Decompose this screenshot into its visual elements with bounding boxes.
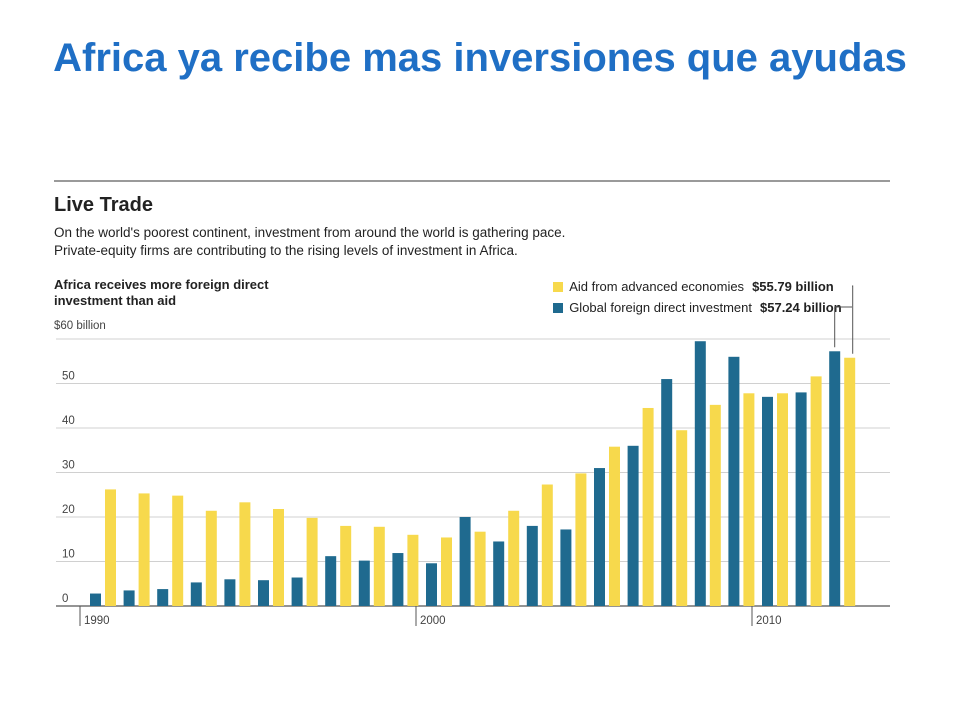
y-tick-label: 30	[62, 460, 75, 472]
bar-aid-1995	[273, 508, 284, 606]
bar-aid-2006	[642, 407, 654, 606]
bar-fdi-2008	[694, 341, 706, 606]
dek-line: On the world's poorest continent, invest…	[54, 225, 566, 240]
subhead-line: Africa receives more foreign direct	[54, 277, 269, 292]
leader-line-aid	[852, 285, 854, 354]
bar-fdi-2002	[493, 541, 505, 606]
bar-fdi-1993	[190, 582, 202, 606]
bar-aid-1998	[373, 526, 385, 606]
bar-aid-2012	[844, 357, 856, 606]
bar-aid-2002	[508, 510, 520, 606]
bar-fdi-1997	[325, 556, 337, 606]
bar-fdi-1995	[258, 580, 269, 606]
legend-item-aid: Aid from advanced economies $55.79 billi…	[553, 276, 852, 297]
bar-aid-2007	[676, 430, 688, 606]
bar-fdi-2009	[728, 356, 740, 606]
x-tick-label: 2010	[756, 615, 782, 627]
chart-subhead: Africa receives more foreign direct inve…	[54, 277, 354, 309]
bar-fdi-2007	[661, 379, 673, 606]
y-tick-label: 40	[62, 415, 75, 427]
bar-aid-1992	[172, 495, 184, 606]
bar-fdi-2010	[762, 396, 773, 606]
bar-aid-1999	[407, 534, 419, 606]
bar-fdi-2001	[459, 517, 471, 606]
bar-fdi-2004	[560, 529, 572, 606]
bar-fdi-2006	[627, 445, 639, 606]
x-tick-label: 1990	[84, 615, 110, 627]
bar-aid-2000	[441, 537, 452, 606]
bar-aid-1991	[138, 493, 150, 606]
bar-aid-1990	[105, 489, 116, 606]
dek-line: Private-equity firms are contributing to…	[54, 243, 518, 258]
bar-aid-2009	[743, 393, 755, 606]
bar-fdi-2003	[526, 525, 538, 606]
bar-fdi-2005	[594, 468, 605, 606]
legend-label-aid: Aid from advanced economies	[569, 279, 745, 294]
bar-aid-1997	[340, 525, 352, 606]
bar-aid-1994	[239, 502, 251, 606]
y-tick-label: 50	[62, 371, 75, 383]
legend-swatch-fdi	[553, 302, 564, 313]
bar-fdi-1990	[90, 593, 101, 606]
bar-fdi-2012	[829, 351, 841, 606]
legend-swatch-aid	[553, 281, 564, 292]
bar-aid-2005	[609, 446, 620, 606]
y-tick-label: 10	[62, 549, 75, 561]
chart-panel: Live Trade On the world's poorest contin…	[54, 180, 892, 640]
bar-fdi-1999	[392, 553, 404, 606]
bar-fdi-1992	[157, 589, 169, 606]
legend-label-fdi: Global foreign direct investment	[569, 300, 752, 315]
legend-item-fdi: Global foreign direct investment $57.24 …	[553, 297, 852, 318]
bar-aid-2001	[474, 531, 486, 606]
bar-aid-1993	[205, 510, 217, 606]
bar-aid-2004	[575, 473, 587, 606]
bar-chart: 0 10 20 30 40 50 1990 2000 2010	[56, 285, 890, 627]
subhead-line: investment than aid	[54, 293, 177, 308]
bar-aid-2008	[709, 404, 721, 606]
bar-fdi-1998	[358, 560, 370, 606]
bar-aid-2011	[810, 376, 822, 606]
leader-line-fdi	[834, 306, 852, 348]
chart-headline: Live Trade	[54, 194, 153, 216]
bar-fdi-1994	[224, 579, 236, 606]
bar-aid-2003	[541, 484, 553, 606]
slide-title: Africa ya recibe mas inversiones que ayu…	[53, 36, 907, 80]
bar-aid-1996	[306, 517, 318, 606]
y-tick-label: 0	[62, 593, 68, 605]
legend-value-aid: $55.79 billion	[752, 279, 834, 294]
legend-value-fdi: $57.24 billion	[760, 300, 842, 315]
top-rule	[54, 180, 890, 182]
x-tick-label: 2000	[420, 615, 446, 627]
y-unit-label: $60 billion	[54, 320, 106, 332]
chart-dek: On the world's poorest continent, invest…	[54, 224, 694, 260]
y-tick-label: 20	[62, 504, 75, 516]
bar-fdi-2000	[426, 563, 437, 606]
bar-fdi-1991	[123, 590, 135, 606]
legend: Aid from advanced economies $55.79 billi…	[553, 276, 852, 318]
bar-fdi-2011	[795, 392, 807, 606]
bar-aid-2010	[777, 393, 788, 606]
bar-fdi-1996	[291, 577, 303, 606]
